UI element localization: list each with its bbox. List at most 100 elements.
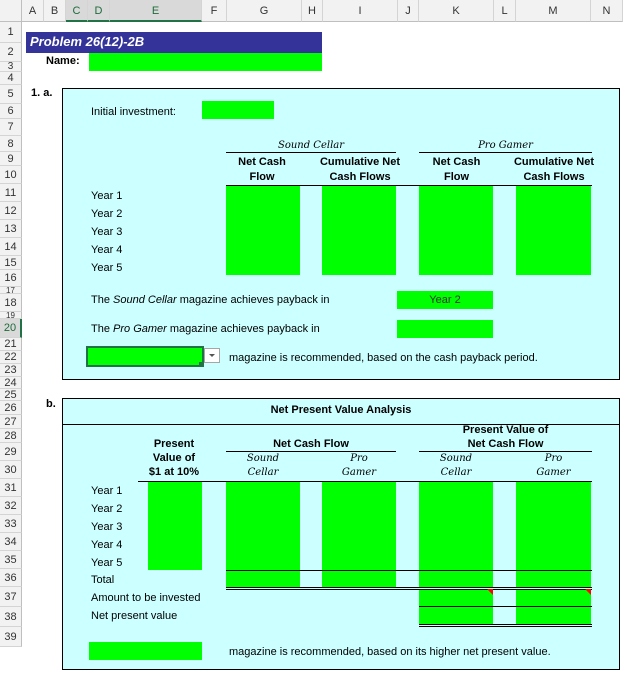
column-header-j[interactable]: J — [398, 0, 419, 22]
column-header-b[interactable]: B — [44, 0, 66, 22]
pg-net-cash-inputs[interactable] — [419, 186, 493, 275]
row-header-19[interactable]: 19 — [0, 312, 22, 319]
sound-payback-input[interactable]: Year 2 — [397, 291, 493, 309]
row-header-11[interactable]: 11 — [0, 184, 22, 202]
row-header-12[interactable]: 12 — [0, 202, 22, 220]
payback-recommend-dropdown[interactable] — [86, 346, 204, 367]
npv-recommend-input[interactable] — [89, 642, 202, 660]
row-header-9[interactable]: 9 — [0, 152, 22, 166]
column-header-e[interactable]: E — [110, 0, 202, 22]
sound-payback-name: Sound Cellar — [113, 294, 177, 306]
row-header-23[interactable]: 23 — [0, 364, 22, 377]
row-header-32[interactable]: 32 — [0, 497, 22, 515]
b-ncf-pro-total[interactable] — [322, 571, 396, 588]
sound-payback-value: Year 2 — [429, 294, 461, 306]
b-pv-pro-2: Gamer — [536, 467, 571, 478]
row-header-4[interactable]: 4 — [0, 72, 22, 85]
b-pv-sound-inputs[interactable] — [419, 482, 493, 570]
row-header-2[interactable]: 2 — [0, 43, 22, 62]
b-pv-pro-total[interactable] — [516, 571, 591, 588]
row-header-22[interactable]: 22 — [0, 351, 22, 364]
row-header-6[interactable]: 6 — [0, 104, 22, 119]
name-input[interactable] — [89, 53, 322, 71]
column-header-m[interactable]: M — [516, 0, 591, 22]
b-pv-pro-inputs[interactable] — [516, 482, 591, 570]
payback-recommend-text: magazine is recommended, based on the ca… — [229, 352, 538, 364]
row-header-29[interactable]: 29 — [0, 443, 22, 461]
column-header-h[interactable]: H — [302, 0, 323, 22]
row-header-15[interactable]: 15 — [0, 256, 22, 270]
sound-payback-suffix: magazine achieves payback in — [179, 294, 330, 306]
column-header-g[interactable]: G — [227, 0, 302, 22]
select-all-corner[interactable] — [0, 0, 22, 22]
b-pv-sound-2: Cellar — [440, 467, 472, 478]
row-header-28[interactable]: 28 — [0, 429, 22, 443]
row-header-16[interactable]: 16 — [0, 270, 22, 287]
row-header-24[interactable]: 24 — [0, 377, 22, 389]
row-header-8[interactable]: 8 — [0, 136, 22, 152]
sound-payback-text: The Sound Cellar magazine achieves payba… — [91, 294, 330, 306]
b-ncf-sound-inputs[interactable] — [226, 482, 300, 570]
comment-indicator-icon[interactable] — [585, 589, 591, 595]
total-bottom-rule — [226, 587, 592, 590]
b-pv-sound-invested[interactable] — [419, 589, 493, 606]
row-header-34[interactable]: 34 — [0, 533, 22, 551]
pro-payback-suffix: magazine achieves payback in — [169, 323, 320, 335]
sound-cellar-underline — [226, 152, 396, 153]
pro-payback-text: The Pro Gamer magazine achieves payback … — [91, 323, 320, 335]
row-header-17[interactable]: 17 — [0, 287, 22, 294]
pv-factor-inputs[interactable] — [148, 482, 202, 570]
sc-cumulative-inputs[interactable] — [322, 186, 396, 275]
row-header-36[interactable]: 36 — [0, 569, 22, 587]
row-header-3[interactable]: 3 — [0, 62, 22, 72]
b-pv-sound-npv[interactable] — [419, 607, 493, 624]
row-header-26[interactable]: 26 — [0, 401, 22, 415]
initial-investment-input[interactable] — [202, 101, 274, 119]
row-header-21[interactable]: 21 — [0, 338, 22, 351]
b-pv-pro-invested[interactable] — [516, 589, 591, 606]
fill-handle[interactable] — [199, 362, 204, 367]
row-header-33[interactable]: 33 — [0, 515, 22, 533]
part-a-year-2: Year 2 — [91, 208, 123, 220]
pro-payback-input[interactable] — [397, 320, 493, 338]
b-pv-pro-1: Pro — [544, 453, 563, 464]
b-ncf-sound-total[interactable] — [226, 571, 300, 588]
row-header-31[interactable]: 31 — [0, 479, 22, 497]
pg-cumulative-inputs[interactable] — [516, 186, 591, 275]
column-header-l[interactable]: L — [494, 0, 516, 22]
row-header-27[interactable]: 27 — [0, 415, 22, 429]
row-header-7[interactable]: 7 — [0, 119, 22, 136]
dropdown-arrow-button[interactable] — [204, 348, 220, 363]
sc-net-cash-inputs[interactable] — [226, 186, 300, 275]
npv-recommend-text: magazine is recommended, based on its hi… — [229, 646, 551, 658]
row-header-39[interactable]: 39 — [0, 627, 22, 647]
column-header-c[interactable]: C — [66, 0, 88, 22]
b-pv-pro-npv[interactable] — [516, 607, 591, 624]
row-header-25[interactable]: 25 — [0, 389, 22, 401]
column-header-d[interactable]: D — [88, 0, 110, 22]
column-header-k[interactable]: K — [419, 0, 494, 22]
row-header-35[interactable]: 35 — [0, 551, 22, 569]
pv-header-3: $1 at 10% — [148, 466, 200, 478]
row-header-10[interactable]: 10 — [0, 166, 22, 184]
part-a-label: 1. a. — [31, 87, 53, 99]
row-header-14[interactable]: 14 — [0, 238, 22, 256]
row-header-18[interactable]: 18 — [0, 294, 22, 312]
column-header-a[interactable]: A — [22, 0, 44, 22]
sc-cumulative-header-2: Cash Flows — [329, 171, 391, 183]
pg-cumulative-header-1: Cumulative Net — [513, 156, 595, 168]
row-header-1[interactable]: 1 — [0, 22, 22, 43]
row-header-13[interactable]: 13 — [0, 220, 22, 238]
row-header-20[interactable]: 20 — [0, 319, 22, 338]
column-header-i[interactable]: I — [323, 0, 398, 22]
title-banner: Problem 26(12)-2B — [26, 32, 322, 53]
b-ncf-pro-inputs[interactable] — [322, 482, 396, 570]
column-header-f[interactable]: F — [202, 0, 227, 22]
column-header-n[interactable]: N — [591, 0, 623, 22]
row-header-37[interactable]: 37 — [0, 587, 22, 607]
row-header-5[interactable]: 5 — [0, 85, 22, 104]
b-pv-sound-total[interactable] — [419, 571, 493, 588]
row-header-30[interactable]: 30 — [0, 461, 22, 479]
row-header-38[interactable]: 38 — [0, 607, 22, 627]
comment-indicator-icon[interactable] — [487, 589, 493, 595]
